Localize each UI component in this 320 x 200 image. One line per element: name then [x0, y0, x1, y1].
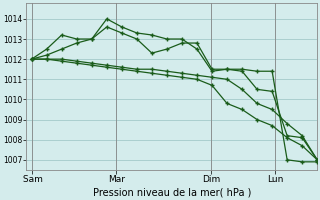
X-axis label: Pression niveau de la mer( hPa ): Pression niveau de la mer( hPa )	[92, 187, 251, 197]
